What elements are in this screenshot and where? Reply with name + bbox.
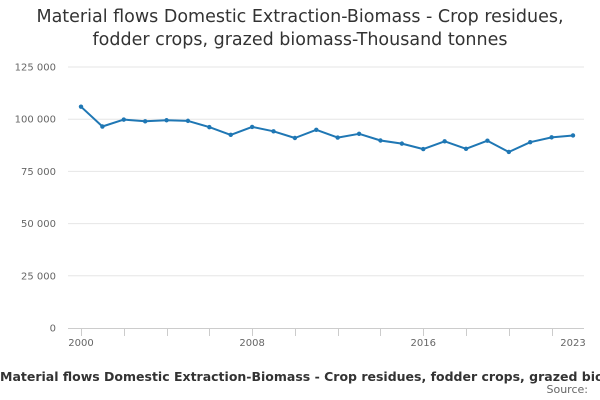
gridlines [68,66,584,277]
data-point[interactable] [249,124,255,130]
data-point[interactable] [121,117,126,122]
y-tick-label: 100 000 [15,115,56,126]
y-tick-label: 75 000 [21,167,56,178]
data-point[interactable] [142,119,148,124]
data-point[interactable] [185,118,191,124]
data-series [78,104,576,155]
data-point[interactable] [442,139,447,144]
chart-title: Material flows Domestic Extraction-Bioma… [0,6,600,52]
x-axis: 2000 2008 2016 2023 [68,328,586,349]
data-point[interactable] [399,141,405,146]
data-point[interactable] [570,133,576,138]
x-tick-label: 2016 [411,338,436,349]
chart-title-line-2: fodder crops, grazed biomass-Thousand to… [92,30,508,50]
data-point[interactable] [463,146,469,152]
data-point[interactable] [78,104,84,109]
data-point[interactable] [549,135,554,140]
series-line[interactable] [80,105,574,153]
data-point[interactable] [378,138,383,143]
y-tick-label: 25 000 [21,271,56,282]
y-tick-label: 0 [50,324,56,335]
x-tick-label: 2008 [239,338,264,349]
data-point[interactable] [228,132,233,138]
data-point[interactable] [528,139,533,145]
data-point[interactable] [207,124,212,130]
data-point[interactable] [100,124,105,129]
y-tick-label: 50 000 [21,219,56,230]
x-tick-label: 2023 [560,338,585,349]
legend[interactable]: Material flows Domestic Extraction-Bioma… [0,366,600,384]
chart-title-line-1: Material flows Domestic Extraction-Bioma… [36,7,564,27]
data-point[interactable] [506,149,512,155]
data-point[interactable] [485,138,490,143]
y-axis-labels: 0 25 000 50 000 75 000 100 000 125 000 [15,63,56,335]
data-point[interactable] [335,135,340,140]
x-tick-label: 2000 [68,338,93,349]
data-point[interactable] [292,135,298,141]
data-point[interactable] [314,127,319,133]
data-point[interactable] [271,129,276,134]
data-point[interactable] [421,146,426,152]
data-point[interactable] [164,118,169,123]
legend-item-label[interactable]: Material flows Domestic Extraction-Bioma… [0,369,600,384]
source-label: Source: [546,383,589,396]
y-tick-label: 125 000 [15,63,56,74]
data-point[interactable] [356,131,362,137]
